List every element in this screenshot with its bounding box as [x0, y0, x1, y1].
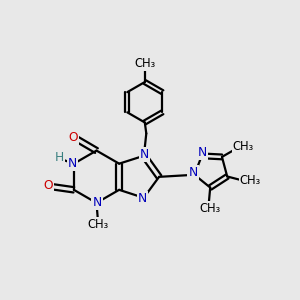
Text: N: N: [198, 146, 207, 159]
Text: N: N: [138, 192, 148, 205]
Text: CH₃: CH₃: [240, 174, 261, 188]
Text: N: N: [188, 166, 198, 179]
Text: N: N: [140, 148, 149, 161]
Text: CH₃: CH₃: [87, 218, 109, 231]
Text: H: H: [54, 151, 64, 164]
Text: N: N: [68, 157, 77, 169]
Text: CH₃: CH₃: [134, 57, 155, 70]
Text: O: O: [69, 131, 78, 144]
Text: N: N: [92, 196, 102, 209]
Text: CH₃: CH₃: [200, 202, 221, 214]
Text: O: O: [44, 179, 53, 192]
Text: CH₃: CH₃: [233, 140, 254, 153]
